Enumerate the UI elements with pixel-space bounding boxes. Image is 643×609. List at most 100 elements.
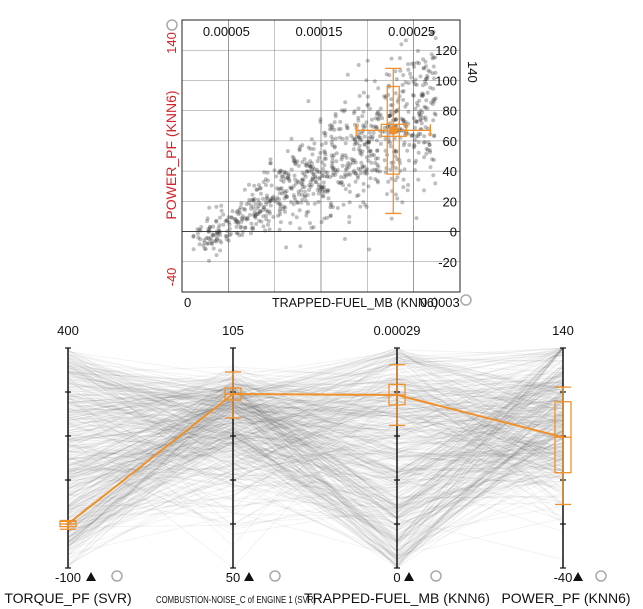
scatter-point <box>206 229 211 234</box>
scatter-point <box>320 160 325 165</box>
scatter-point <box>292 158 297 163</box>
scatter-point <box>333 114 338 119</box>
triangle-up-icon[interactable] <box>86 572 96 581</box>
pc-line <box>67 390 564 519</box>
scatter-point <box>319 220 324 225</box>
parallel-coordinates[interactable]: 400 105 0.00029 140 -100 50 0 -40 TORQUE… <box>4 323 630 606</box>
scatter-point <box>191 247 196 252</box>
scatter-point <box>424 146 429 151</box>
pc-line <box>67 407 564 537</box>
scatter-point <box>368 149 373 154</box>
pc-line <box>67 367 564 561</box>
scatter-point <box>403 104 408 109</box>
scatter-point <box>224 218 229 223</box>
scatter-point <box>242 187 247 192</box>
scatter-point <box>395 196 400 201</box>
scatter-point <box>413 82 418 87</box>
pc-line <box>67 347 564 569</box>
scatter-point <box>244 217 249 222</box>
scatter-point <box>394 149 399 154</box>
scatter-point <box>299 181 304 186</box>
scatter-point <box>413 168 417 173</box>
pc-line <box>67 377 564 530</box>
scatter-point <box>328 127 332 132</box>
pc-line <box>67 395 564 484</box>
scatter-point <box>371 130 376 135</box>
pc-axis-4-circle-button[interactable] <box>595 570 607 582</box>
pc-line <box>67 347 564 483</box>
scatter-point <box>288 185 293 190</box>
pc-line <box>67 358 564 490</box>
scatter-point <box>284 170 289 175</box>
scatter-point <box>402 167 407 172</box>
pc-line <box>67 389 564 468</box>
scatter-point <box>348 162 353 167</box>
scatter-point <box>431 173 436 178</box>
scatter-point <box>343 108 347 113</box>
scatter-point <box>315 167 319 172</box>
scatter-point <box>296 180 301 185</box>
scatter-point <box>293 159 298 164</box>
scatter-point <box>234 225 239 229</box>
pc-line <box>67 364 564 474</box>
scatter-point <box>254 187 259 192</box>
scatter-point <box>343 187 348 192</box>
scatter-point <box>306 201 311 206</box>
scatter-point <box>339 180 344 185</box>
y-axis-circle-button[interactable] <box>166 19 178 31</box>
scatter-point <box>423 140 428 145</box>
scatter-point <box>320 173 325 178</box>
pc-line <box>67 347 564 566</box>
scatter-point <box>337 135 342 140</box>
pc-line <box>67 394 564 536</box>
scatter-point <box>360 165 365 170</box>
pc-line <box>67 351 564 496</box>
pc-line <box>67 398 564 518</box>
scatter-point <box>282 204 286 209</box>
scatter-point <box>267 199 272 204</box>
pc-axis-3-circle-button[interactable] <box>430 570 442 582</box>
scatter-point <box>198 237 203 242</box>
scatter-point <box>283 205 288 210</box>
pc-line <box>67 398 564 447</box>
scatter-point <box>293 198 298 203</box>
scatter-point <box>323 170 328 175</box>
scatter-point <box>217 229 222 234</box>
scatter-point <box>291 202 296 207</box>
pc-line <box>67 378 564 543</box>
pc-line <box>67 357 564 514</box>
pc-line <box>67 384 564 494</box>
scatter-point <box>372 79 377 84</box>
scatter-point <box>285 149 290 154</box>
y-tick-label: 20 <box>443 194 457 209</box>
triangle-up-icon[interactable] <box>404 572 414 581</box>
pc-line <box>67 347 564 489</box>
scatter-point <box>211 224 216 229</box>
scatter-point <box>320 193 325 198</box>
scatter-point <box>339 108 344 113</box>
scatter-point <box>208 225 213 230</box>
triangle-up-icon[interactable] <box>244 572 254 581</box>
pc-line <box>67 352 564 403</box>
pc-axis-1-circle-button[interactable] <box>111 570 123 582</box>
pc-line <box>67 412 564 564</box>
x-axis-circle-button[interactable] <box>460 294 472 306</box>
scatter-point <box>415 101 419 105</box>
scatter-point <box>315 188 320 192</box>
scatter-point <box>253 213 258 218</box>
scatter-point <box>365 171 369 176</box>
pc-line <box>67 412 564 518</box>
scatter-point <box>300 177 305 182</box>
pc-line <box>67 351 564 413</box>
triangle-up-icon[interactable] <box>573 572 583 581</box>
scatter-point <box>364 155 369 160</box>
pc-line <box>67 352 564 513</box>
pc-line <box>67 385 564 510</box>
scatter-point <box>219 203 224 208</box>
scatter-point <box>288 221 293 225</box>
pc-line <box>67 356 564 487</box>
scatter-plot[interactable]: 0.00005 0.00015 0.00025120100806040200-20 … <box>163 19 480 310</box>
scatter-point <box>393 109 398 114</box>
pc-axis-2-circle-button[interactable] <box>269 570 281 582</box>
